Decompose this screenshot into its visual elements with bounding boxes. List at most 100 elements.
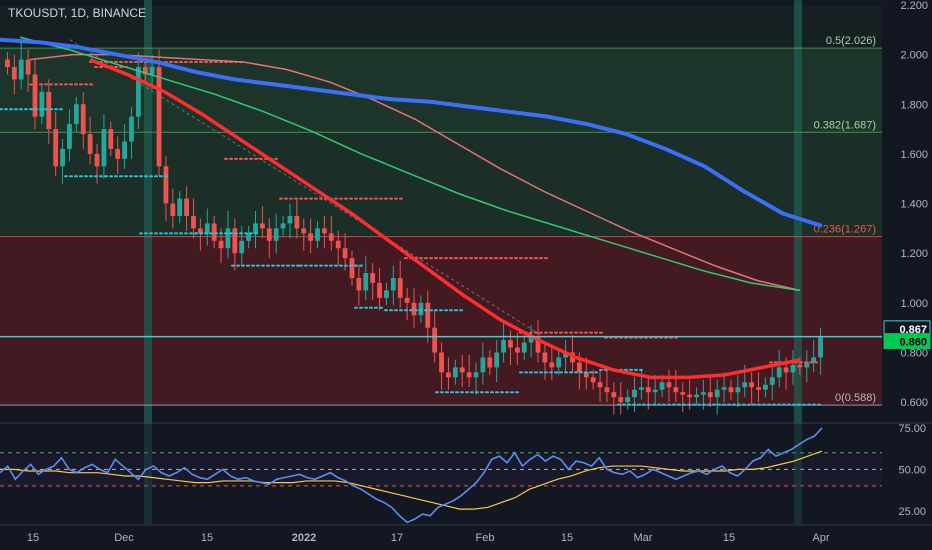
candle-body <box>39 91 45 117</box>
candle-body <box>632 389 637 398</box>
candle-body <box>439 352 444 373</box>
candle-body <box>149 67 155 75</box>
candle-body <box>514 347 520 353</box>
price-label: 0.867 <box>899 324 927 336</box>
candle-body <box>390 278 396 291</box>
candle-body <box>776 367 782 378</box>
candle-body <box>597 382 603 388</box>
rsi-tick-label: 25.00 <box>898 506 926 518</box>
candle-body <box>287 215 293 224</box>
candle-body <box>804 362 810 368</box>
candle-body <box>191 215 196 229</box>
candle-body <box>46 91 52 130</box>
candle-body <box>32 74 38 117</box>
candle-body <box>528 337 534 343</box>
price-tick-label: 1.000 <box>900 298 928 310</box>
candle-body <box>494 352 500 368</box>
candle-body <box>211 223 217 241</box>
candle-body <box>370 273 376 283</box>
candle-body <box>797 364 803 368</box>
candle-body <box>459 367 465 373</box>
candle-body <box>728 387 734 393</box>
x-axis: 15 Dec 15 2022 17 Feb 15 Mar 15 Apr <box>0 524 932 544</box>
candle-body <box>280 223 286 229</box>
candle-body <box>356 278 362 291</box>
candle-body <box>411 302 417 316</box>
candle-body <box>87 134 93 154</box>
x-tick-label: 15 <box>561 532 573 544</box>
candle-body <box>563 352 569 358</box>
candle-body <box>349 258 355 279</box>
candle-body <box>397 278 403 298</box>
candle-body <box>418 302 424 316</box>
candle-body <box>763 384 768 390</box>
price-tick-label: 2.000 <box>900 50 928 62</box>
rsi-ma-line <box>0 450 823 510</box>
candle-body <box>363 273 369 291</box>
candle-body <box>377 282 382 298</box>
fib-zone-0.236-0 <box>0 236 882 406</box>
candle-body <box>135 67 141 117</box>
highlight-bar-right <box>794 0 802 424</box>
fib-zone-0.382-0.236 <box>0 132 882 237</box>
candle-body <box>714 389 720 398</box>
candle-body <box>625 397 631 403</box>
price-tick-label: 1.400 <box>900 199 928 211</box>
candle-body <box>73 104 79 125</box>
x-tick-label: Apr <box>812 532 829 544</box>
candle-body <box>452 367 458 378</box>
ma-blue <box>0 37 823 228</box>
candle-body <box>501 340 506 353</box>
candle-body <box>142 67 148 75</box>
candle-body <box>335 240 341 249</box>
x-tick-label: Mar <box>634 532 653 544</box>
candle-body <box>218 240 224 249</box>
candle-body <box>721 387 727 390</box>
rsi-panel[interactable]: 75.00 50.00 25.00 <box>0 422 932 524</box>
candle-body <box>156 67 162 167</box>
price-tick-label: 2.200 <box>900 0 928 12</box>
candle-body <box>666 382 672 388</box>
candle-body <box>163 166 169 204</box>
candle-body <box>473 372 479 378</box>
price-panel[interactable]: 0.5(2.026) 0.382(1.687) 0.236(1.267) 0(0.58… <box>0 0 932 424</box>
candle-body <box>204 223 210 234</box>
candle-body <box>638 387 644 390</box>
candle-body <box>508 340 513 348</box>
candle-body <box>232 228 238 254</box>
fib-label: 0.382(1.687) <box>814 119 876 131</box>
candle-body <box>549 362 555 368</box>
x-tick-label: Dec <box>114 532 134 544</box>
candle-body <box>446 372 451 378</box>
candle-body <box>273 228 279 241</box>
rsi-line <box>0 427 823 524</box>
candle-body <box>783 367 789 373</box>
candle-body <box>535 337 541 353</box>
price-label: 0.860 <box>899 337 927 349</box>
candle-body <box>322 228 327 234</box>
candle-body <box>756 387 761 390</box>
ma-slow-red <box>29 53 801 292</box>
candle-body <box>239 240 245 254</box>
candle-body <box>384 290 389 298</box>
symbol-title[interactable]: TKOUSDT, 1D, BINANCE <box>8 6 147 20</box>
candle-body <box>184 198 190 216</box>
price-tick-label: 1.600 <box>900 149 928 161</box>
ma-red-thick <box>89 57 801 380</box>
rsi-tick-label: 50.00 <box>898 464 926 476</box>
candle-body <box>604 387 610 393</box>
candle-body <box>673 387 679 393</box>
candle-body <box>742 382 748 388</box>
candle-body <box>170 203 176 216</box>
candle-body <box>735 387 741 393</box>
price-tick-label: 0.800 <box>900 347 928 359</box>
candle-body <box>687 394 693 398</box>
rsi-tick-label: 75.00 <box>898 423 926 435</box>
candle-body <box>749 382 755 388</box>
candle-body <box>94 153 100 167</box>
candle-body <box>618 397 624 403</box>
fib-label: 0.236(1.267) <box>814 224 876 236</box>
x-tick-label: 15 <box>201 532 213 544</box>
candle-body <box>11 67 17 80</box>
